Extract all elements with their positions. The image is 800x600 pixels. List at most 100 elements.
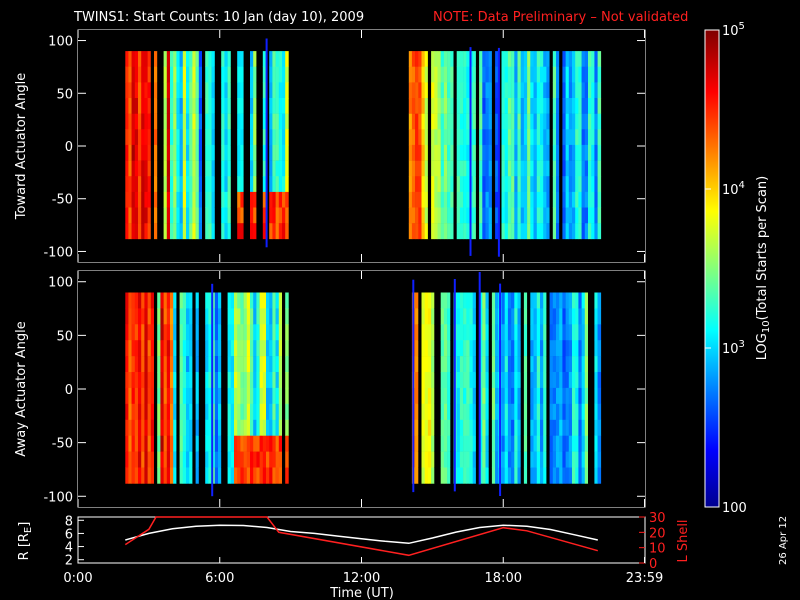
heatmap-cell [195, 419, 200, 437]
heatmap-cell [507, 82, 512, 99]
heatmap-cell [160, 144, 164, 161]
heatmap-cell [536, 223, 541, 240]
heatmap-cell [125, 129, 129, 146]
heatmap-cell [565, 82, 570, 99]
heatmap-cell [507, 51, 512, 68]
heatmap-cell [546, 207, 550, 224]
heatmap-cell [507, 176, 512, 193]
heatmap-cell [192, 129, 196, 146]
heatmap-cell [488, 403, 493, 421]
heatmap-cell [259, 419, 264, 437]
heatmap-cell [523, 387, 528, 405]
heatmap-cell [527, 144, 531, 161]
heatmap-cell [240, 451, 244, 468]
heatmap-cell [475, 191, 480, 208]
heatmap-cell [131, 191, 136, 208]
heatmap-cell [552, 223, 557, 240]
heatmap-cell [154, 82, 158, 99]
heatmap-cell [559, 144, 563, 161]
heatmap-cell [495, 113, 499, 130]
heatmap-cell [208, 160, 212, 177]
heatmap-cell [488, 113, 493, 130]
heatmap-cell [575, 340, 579, 357]
heatmap-cell [128, 419, 132, 437]
heatmap-cell [575, 66, 579, 83]
heatmap-cell [408, 207, 413, 224]
heatmap-cell [224, 176, 228, 193]
heatmap-cell [272, 160, 276, 177]
heatmap-cell [275, 129, 280, 146]
heatmap-cell [504, 356, 509, 373]
heatmap-cell [234, 129, 238, 146]
heatmap-cell [147, 451, 152, 468]
heatmap-cell [556, 340, 560, 357]
heatmap-cell [581, 113, 586, 130]
heatmap-cell [527, 98, 531, 114]
ytick-label: 0 [65, 140, 73, 155]
heatmap-cell [221, 82, 225, 99]
heatmap-cell [447, 356, 451, 373]
heatmap-cell [259, 82, 264, 99]
heatmap-cell [443, 51, 448, 68]
heatmap-cell [173, 451, 177, 468]
heatmap-cell [533, 356, 537, 373]
heatmap-cell [431, 292, 435, 309]
heatmap-cell [240, 113, 244, 130]
heatmap-cell [230, 144, 235, 161]
heatmap-cell [479, 308, 483, 325]
heatmap-cell [138, 340, 142, 357]
heatmap-cell [234, 144, 238, 161]
heatmap-cell [138, 356, 142, 373]
heatmap-cell [173, 98, 177, 114]
heatmap-cell [578, 207, 582, 224]
heatmap-cell [150, 66, 155, 83]
colorbar-label-end: (Total Starts per Scan) [755, 176, 770, 321]
heatmap-cell [208, 308, 212, 325]
heatmap-cell [198, 144, 203, 161]
heatmap-cell [568, 324, 573, 341]
heatmap-cell [214, 66, 219, 83]
heatmap-cell [195, 356, 200, 373]
heatmap-cell [488, 451, 493, 468]
heatmap-cell [475, 113, 480, 130]
heatmap-cell [221, 129, 225, 146]
colorbar-tick-label: 105 [722, 21, 745, 39]
heatmap-cell [243, 223, 248, 240]
heatmap-cell [437, 435, 441, 452]
heatmap-cell [128, 160, 132, 177]
heatmap-cell [154, 207, 158, 224]
heatmap-cell [275, 372, 280, 389]
heatmap-cell [157, 160, 161, 177]
heatmap-cell [588, 419, 592, 437]
heatmap-cell [456, 451, 461, 468]
heatmap-cell [540, 160, 544, 177]
heatmap-cell [572, 144, 576, 161]
heatmap-cell [256, 82, 260, 99]
heatmap-cell [581, 66, 586, 83]
heatmap-cell [479, 387, 483, 405]
heatmap-cell [160, 356, 164, 373]
heatmap-cell [154, 467, 158, 484]
heatmap-cell [482, 176, 486, 193]
heatmap-cell [562, 207, 566, 224]
heatmap-cell [501, 372, 505, 389]
heatmap-cell [131, 340, 136, 357]
heatmap-cell [424, 129, 429, 146]
heatmap-cell [501, 340, 505, 357]
heatmap-cell [170, 340, 174, 357]
heatmap-cell [192, 340, 196, 357]
heatmap-cell [562, 324, 566, 341]
heatmap-cell [565, 207, 570, 224]
heatmap-cell [450, 160, 454, 177]
heatmap-cell [463, 292, 467, 309]
heatmap-cell [511, 113, 515, 130]
heatmap-cell [198, 340, 203, 357]
heatmap-cell [179, 435, 184, 452]
heatmap-cell [443, 324, 448, 341]
heatmap-cell [150, 419, 155, 437]
heatmap-cell [138, 176, 142, 193]
heatmap-cell [141, 435, 145, 452]
heatmap-cell [408, 144, 413, 161]
heatmap-cell [475, 207, 480, 224]
